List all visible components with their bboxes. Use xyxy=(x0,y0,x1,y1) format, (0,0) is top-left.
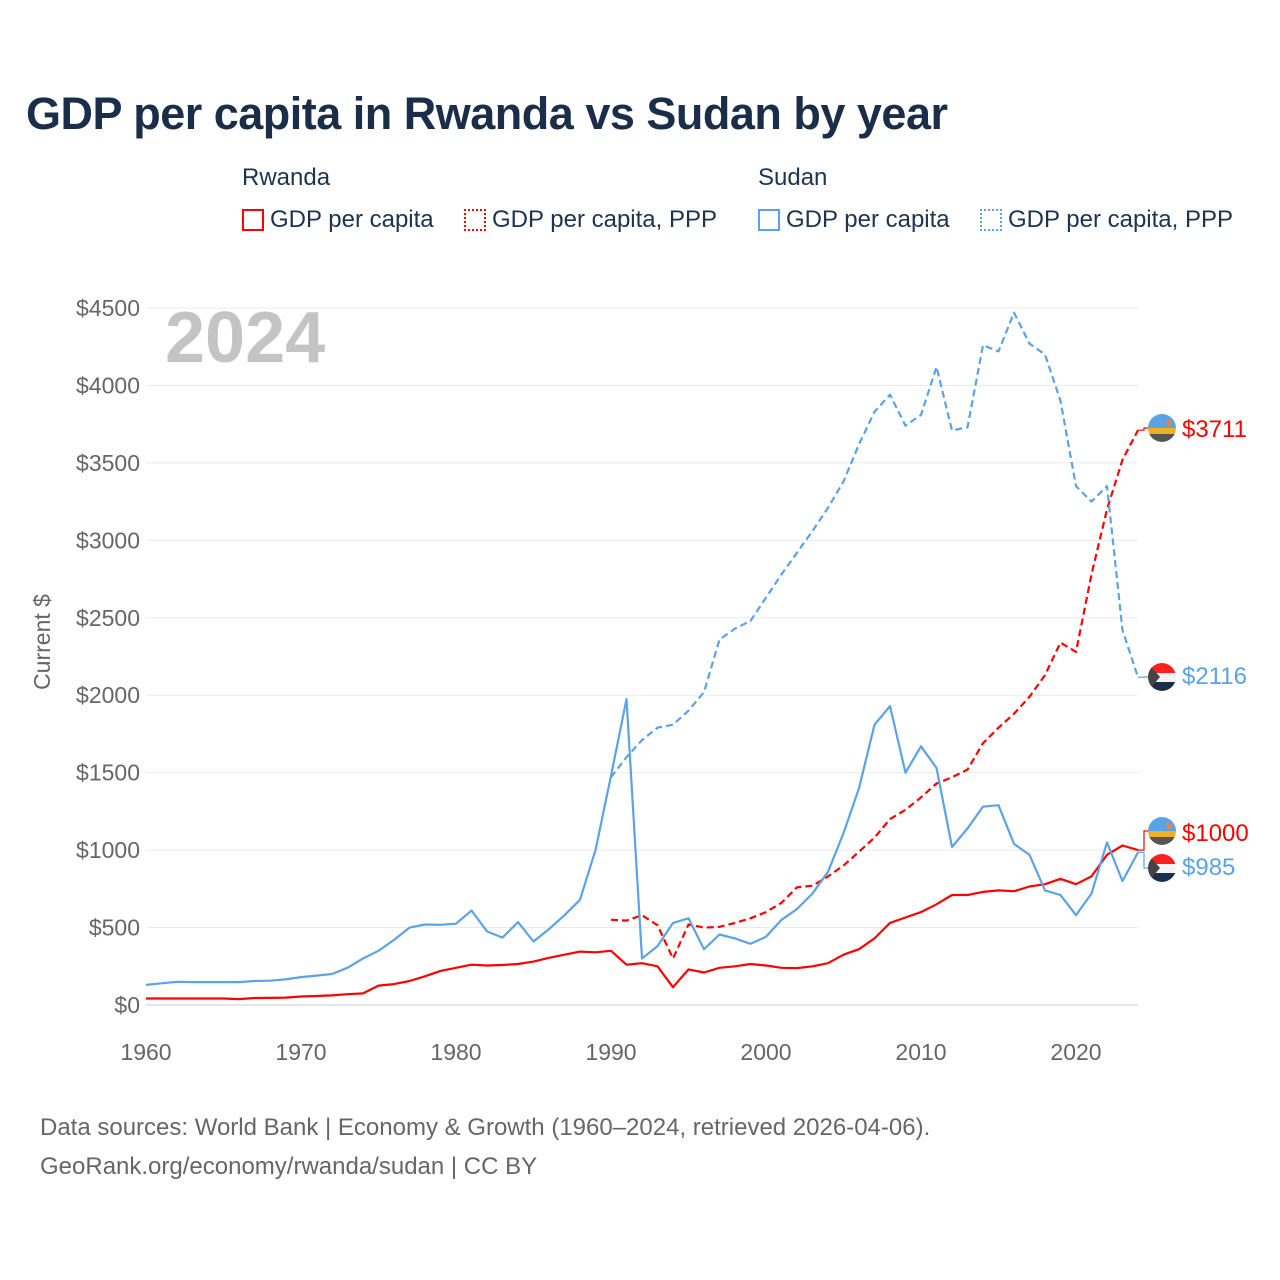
source-line-2[interactable]: GeoRank.org/economy/rwanda/sudan | CC BY xyxy=(40,1153,538,1180)
y-tick-label: $1000 xyxy=(76,837,140,863)
x-tick-label: 1970 xyxy=(275,1039,326,1065)
end-connector xyxy=(1138,830,1150,851)
sudan-flag-icon xyxy=(1148,663,1176,691)
legend-swatch-solid-red xyxy=(242,209,264,231)
x-tick-label: 2000 xyxy=(740,1039,791,1065)
y-axis-label: Current $ xyxy=(29,594,55,690)
series-line-rwanda-gdp-per-capita-ppp xyxy=(610,429,1139,960)
end-connector xyxy=(1138,851,1150,869)
end-value-label: $2116 xyxy=(1182,663,1247,690)
series-line-rwanda-gdp-per-capita xyxy=(146,844,1139,1001)
legend-rwanda-gdp-ppp[interactable]: GDP per capita, PPP xyxy=(464,206,717,234)
end-value-label: $1000 xyxy=(1182,820,1249,847)
source-line-1: Data sources: World Bank | Economy & Gro… xyxy=(40,1114,931,1141)
source-note: Data sources: World Bank | Economy & Gro… xyxy=(40,1108,930,1186)
legend-group-rwanda: Rwanda xyxy=(242,164,331,191)
year-watermark: 2024 xyxy=(165,298,325,378)
legend-label: GDP per capita xyxy=(270,206,434,233)
legend-label: GDP per capita xyxy=(786,206,950,233)
y-tick-label: $0 xyxy=(114,992,140,1018)
y-tick-label: $2500 xyxy=(76,605,140,631)
y-tick-label: $500 xyxy=(89,915,140,941)
x-tick-label: 1960 xyxy=(120,1039,171,1065)
legend-group-sudan: Sudan xyxy=(758,164,828,191)
x-tick-label: 2020 xyxy=(1050,1039,1101,1065)
legend-swatch-dotted-blue xyxy=(980,209,1002,231)
y-tick-label: $2000 xyxy=(76,682,140,708)
legend-sudan-gdp[interactable]: GDP per capita xyxy=(758,206,950,234)
x-tick-label: 1990 xyxy=(585,1039,636,1065)
end-value-label: $3711 xyxy=(1182,416,1247,443)
y-tick-label: $1500 xyxy=(76,760,140,786)
sudan-flag-icon xyxy=(1148,854,1176,882)
rwanda-flag-icon xyxy=(1148,817,1176,845)
x-tick-label: 2010 xyxy=(895,1039,946,1065)
y-tick-label: $3000 xyxy=(76,527,140,553)
legend-label: GDP per capita, PPP xyxy=(492,206,717,233)
y-tick-label: $4500 xyxy=(76,295,140,321)
series-line-sudan-gdp-per-capita-ppp xyxy=(610,311,1140,778)
legend-rwanda-gdp[interactable]: GDP per capita xyxy=(242,206,434,234)
legend-swatch-dotted-red xyxy=(464,209,486,231)
chart-title: GDP per capita in Rwanda vs Sudan by yea… xyxy=(26,88,948,139)
legend-label: GDP per capita, PPP xyxy=(1008,206,1233,233)
legend-swatch-solid-blue xyxy=(758,209,780,231)
end-value-label: $985 xyxy=(1182,854,1235,881)
legend-sudan-gdp-ppp[interactable]: GDP per capita, PPP xyxy=(980,206,1233,234)
y-tick-label: $3500 xyxy=(76,450,140,476)
end-connector xyxy=(1138,427,1150,431)
x-tick-label: 1980 xyxy=(430,1039,481,1065)
y-tick-label: $4000 xyxy=(76,372,140,398)
series-line-sudan-gdp-per-capita xyxy=(145,697,1139,986)
rwanda-flag-icon xyxy=(1148,414,1176,442)
